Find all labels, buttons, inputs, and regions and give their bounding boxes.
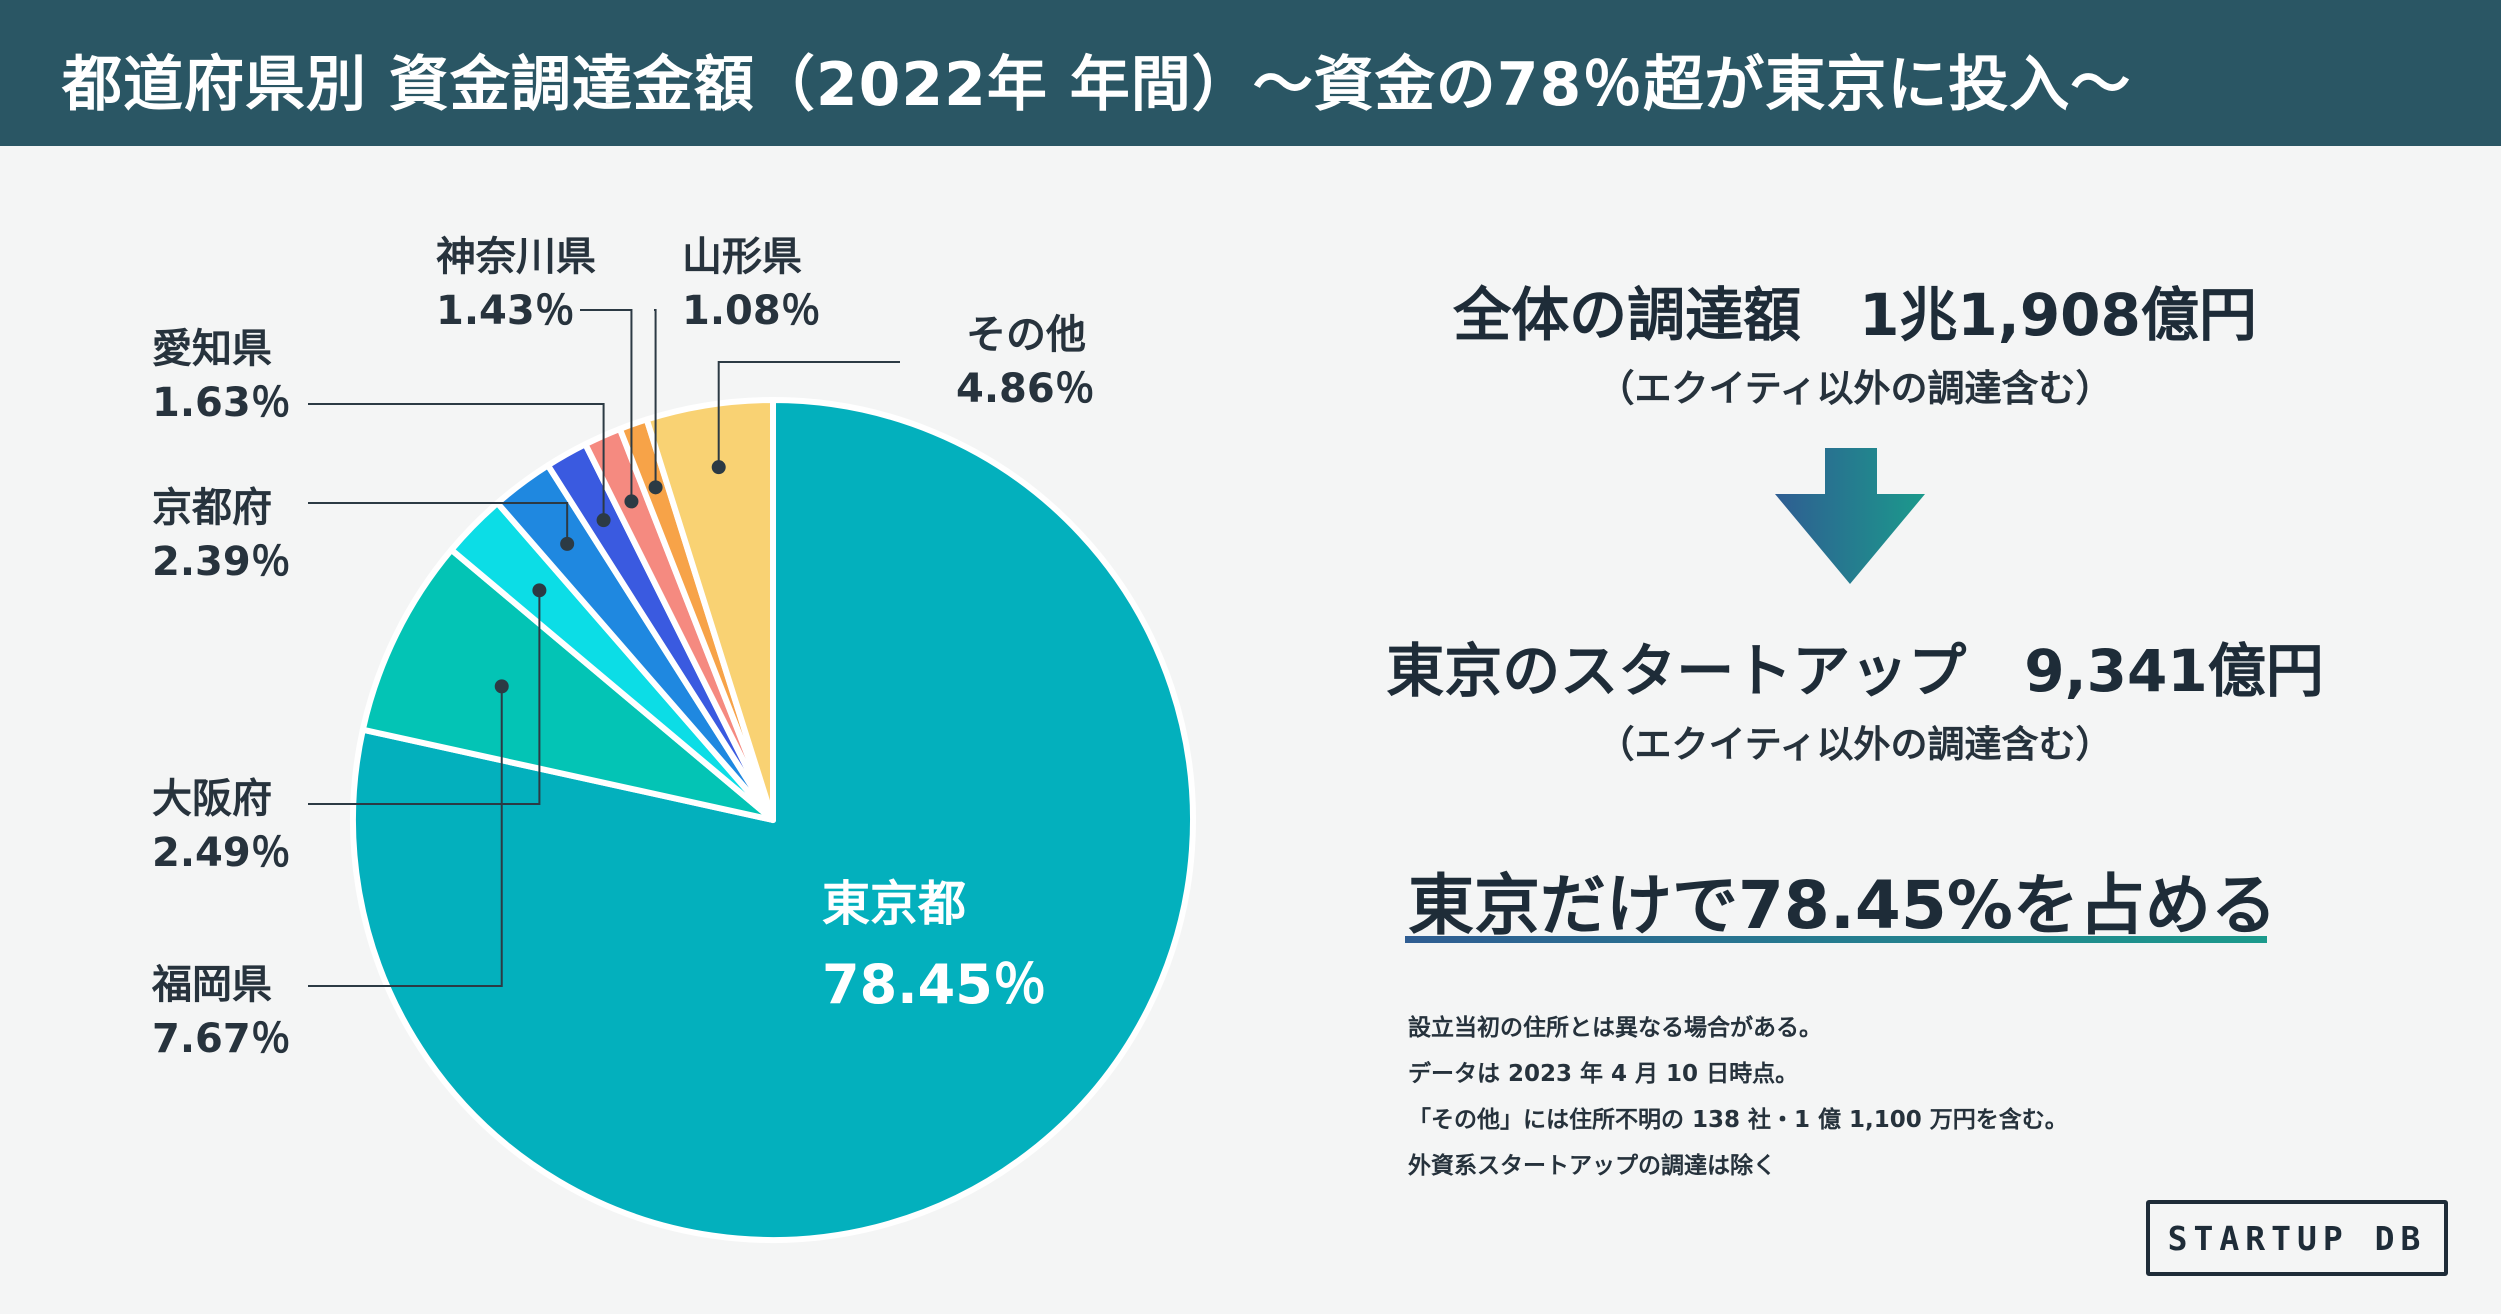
total-amount: 全体の調達額 1兆1,908億円 — [1453, 281, 2257, 349]
label-yamagata: 山形県 1.08％ — [682, 230, 821, 338]
pie-chart — [308, 309, 1196, 1243]
label-other-pct: 4.86％ — [956, 366, 1095, 412]
leader-dot-7 — [711, 460, 726, 475]
label-aichi-pct: 1.63％ — [152, 380, 291, 426]
label-osaka-name: 大阪府 — [152, 776, 272, 822]
label-fukuoka: 福岡県 7.67％ — [152, 958, 291, 1066]
label-aichi-name: 愛知県 — [152, 326, 272, 372]
label-kanagawa: 神奈川県 1.43％ — [436, 230, 596, 338]
label-yamagata-name: 山形県 — [682, 234, 802, 280]
label-kanagawa-name: 神奈川県 — [436, 234, 596, 280]
pie-slice-7 — [643, 397, 776, 823]
label-kyoto-pct: 2.39％ — [152, 539, 291, 585]
leader-line-1 — [308, 686, 503, 987]
label-fukuoka-pct: 7.67％ — [152, 1016, 291, 1062]
leader-line-2 — [308, 590, 541, 805]
footnote: 「その他」には住所不明の 138 社・1 億 1,100 万円を含む。 — [1408, 1107, 2068, 1133]
leader-dot-1 — [494, 679, 509, 694]
header-bar: 都道府県別 資金調達金額（2022年 年間）～資金の78％超が東京に投入～ — [0, 0, 2501, 146]
leader-dot-5 — [624, 494, 639, 509]
leader-line-5 — [580, 309, 633, 502]
label-osaka-pct: 2.49％ — [152, 830, 291, 876]
page-title: 都道府県別 資金調達金額（2022年 年間）～資金の78％超が東京に投入～ — [62, 50, 2132, 120]
label-tokyo-name: 東京都 — [822, 876, 967, 932]
footnotes: 設立当初の住所とは異なる場合がある。 データは 2023 年 4 月 10 日時… — [1408, 1005, 2068, 1189]
label-kyoto-name: 京都府 — [152, 485, 272, 531]
label-tokyo-pct: 78.45％ — [822, 953, 1047, 1016]
label-osaka: 大阪府 2.49％ — [152, 772, 291, 880]
leader-dot-6 — [648, 480, 663, 495]
headline-underline — [1405, 936, 2267, 943]
footnote: 設立当初の住所とは異なる場合がある。 — [1408, 1015, 1822, 1041]
label-other-name: その他 — [966, 312, 1086, 358]
label-other: その他 4.86％ — [956, 308, 1095, 416]
startup-db-logo: STARTUP DB — [2146, 1200, 2448, 1276]
leader-dot-4 — [596, 513, 611, 528]
leader-line-7 — [717, 361, 900, 468]
label-yamagata-pct: 1.08％ — [682, 288, 821, 334]
leader-dot-3 — [560, 536, 575, 551]
pie-slice-1 — [359, 546, 776, 823]
leader-dot-2 — [532, 583, 547, 598]
leader-line-6 — [654, 309, 657, 488]
tokyo-amount: 東京のスタートアップ 9,341億円 — [1386, 637, 2324, 705]
label-kyoto: 京都府 2.39％ — [152, 481, 291, 589]
total-note: （エクイティ以外の調達含む） — [1597, 367, 2113, 410]
tokyo-note: （エクイティ以外の調達含む） — [1597, 723, 2113, 766]
footnote: データは 2023 年 4 月 10 日時点。 — [1408, 1061, 1799, 1087]
footnote: 外資系スタートアップの調達は除く — [1408, 1153, 1776, 1179]
label-kanagawa-pct: 1.43％ — [436, 288, 575, 334]
down-arrow-icon — [1775, 448, 1925, 584]
headline: 東京だけで78.45%を占める — [1408, 867, 2277, 944]
label-aichi: 愛知県 1.63％ — [152, 322, 291, 430]
leader-line-3 — [308, 502, 569, 544]
label-fukuoka-name: 福岡県 — [152, 962, 272, 1008]
leader-line-4 — [308, 403, 605, 521]
